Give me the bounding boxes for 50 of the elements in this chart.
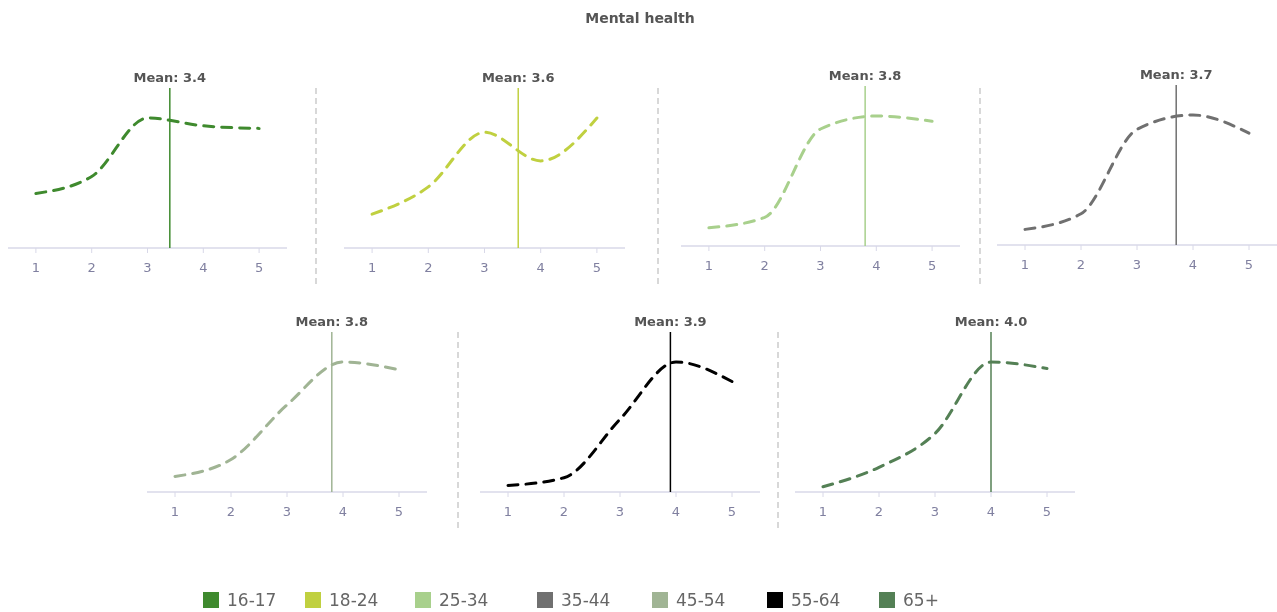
x-tick-label: 4 (199, 260, 208, 275)
x-tick-label: 4 (1188, 257, 1198, 272)
x-tick-label: 5 (592, 260, 602, 275)
ref-line-label: Mean: 3.6 (481, 70, 555, 85)
x-tick-label: 4 (872, 258, 881, 273)
x-tick-label: 3 (143, 260, 152, 275)
x-tick-label: 2 (424, 260, 433, 275)
x-tick-label: 1 (367, 260, 377, 275)
ref-line-label: Mean: 3.8 (295, 314, 369, 329)
ref-line-label: Mean: 3.4 (133, 70, 207, 85)
x-tick-label: 4 (986, 504, 996, 519)
x-tick-label: 1 (503, 504, 513, 519)
ref-line-label: Mean: 3.7 (1139, 67, 1213, 82)
x-tick-label: 3 (480, 260, 489, 275)
x-tick-label: 2 (559, 504, 569, 519)
text: Mental health (585, 10, 695, 26)
x-tick-label: 1 (31, 260, 41, 275)
legend-label: 65+ (903, 590, 939, 610)
x-tick-label: 2 (760, 258, 769, 273)
x-tick-label: 5 (1042, 504, 1052, 519)
x-tick-label: 3 (282, 504, 292, 519)
x-tick-label: 4 (671, 504, 681, 519)
legend-label: 25-34 (439, 590, 489, 610)
x-tick-label: 3 (615, 504, 625, 519)
legend-label: 45-54 (676, 590, 726, 610)
legend-label: 18-24 (329, 590, 379, 610)
ref-line-label: Mean: 3.9 (634, 314, 707, 329)
legend-label: 35-44 (561, 590, 611, 610)
x-tick-label: 2 (1076, 257, 1086, 272)
x-tick-label: 5 (1244, 257, 1254, 272)
x-tick-label: 3 (930, 504, 940, 519)
legend-label: 16-17 (227, 590, 277, 610)
x-tick-label: 1 (818, 504, 828, 519)
legend-label: 55-64 (791, 590, 841, 610)
x-tick-label: 1 (170, 504, 180, 519)
x-tick-label: 4 (338, 504, 348, 519)
x-tick-label: 1 (704, 258, 714, 273)
x-tick-label: 5 (254, 260, 264, 275)
x-tick-label: 5 (727, 504, 737, 519)
x-tick-label: 3 (816, 258, 825, 273)
x-tick-label: 2 (874, 504, 884, 519)
x-tick-label: 5 (927, 258, 937, 273)
ref-line-label: Mean: 4.0 (954, 314, 1028, 329)
x-tick-label: 1 (1020, 257, 1030, 272)
x-tick-label: 4 (536, 260, 545, 275)
x-tick-label: 5 (394, 504, 404, 519)
x-tick-label: 3 (1132, 257, 1142, 272)
x-tick-label: 2 (87, 260, 96, 275)
ref-line-label: Mean: 3.8 (828, 68, 902, 83)
x-tick-label: 2 (226, 504, 236, 519)
